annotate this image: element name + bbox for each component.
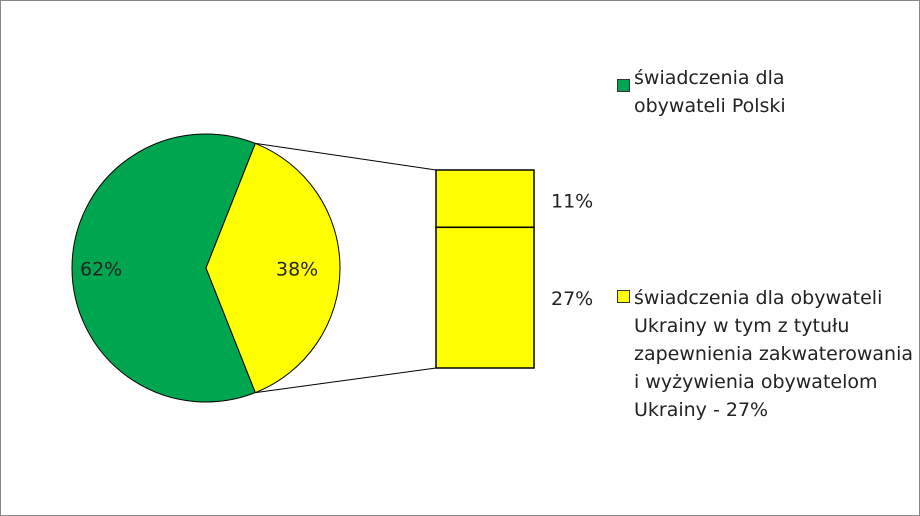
pie-slice [205, 142, 341, 394]
data-label: 62% [80, 259, 122, 281]
legend-label: świadczenia dla obywateli Ukrainy w tym … [634, 287, 914, 421]
data-label: 38% [276, 259, 318, 281]
legend-swatch [617, 79, 630, 92]
data-label: 11% [551, 191, 593, 213]
bar-segment [435, 226, 535, 369]
data-label: 27% [551, 288, 593, 310]
connector [255, 142, 437, 171]
bar-segment [435, 169, 535, 229]
legend-label: świadczenia dla obywateli Polski [634, 67, 786, 117]
legend-swatch [617, 290, 630, 303]
connector [255, 367, 437, 394]
pie-slice [71, 133, 256, 403]
